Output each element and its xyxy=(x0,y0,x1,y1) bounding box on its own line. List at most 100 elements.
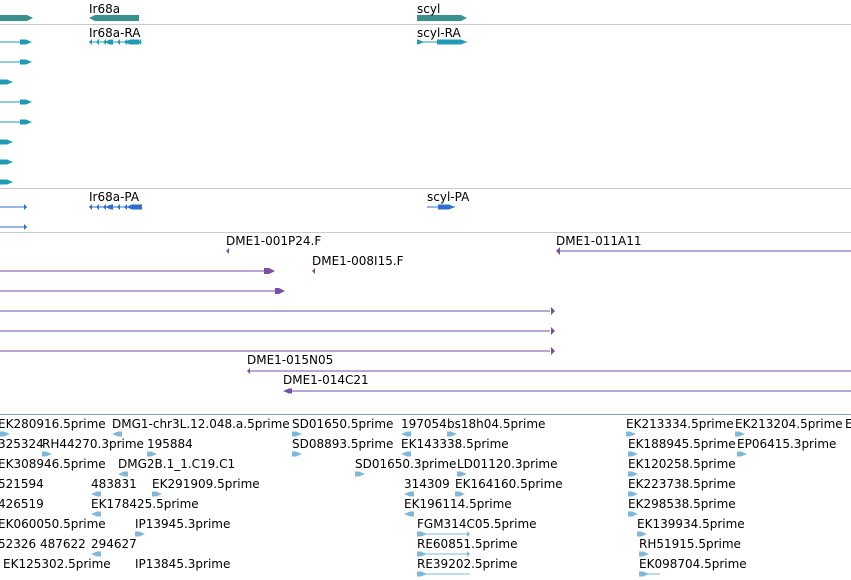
est-glyph[interactable] xyxy=(467,531,470,537)
est-glyph[interactable] xyxy=(639,551,649,557)
protein-glyph-ir68a-pa[interactable] xyxy=(103,204,106,210)
est-glyph[interactable] xyxy=(292,451,302,457)
est-glyph[interactable] xyxy=(0,431,10,437)
clone-label-dme1-011a11[interactable]: DME1-011A11 xyxy=(556,234,642,248)
est-glyph[interactable] xyxy=(737,451,747,457)
transcript-glyph-ir68a-ra[interactable] xyxy=(124,39,139,45)
transcript-glyph[interactable] xyxy=(0,179,13,185)
est-label[interactable]: EK120258.5prime xyxy=(628,457,736,471)
transcript-label-ir68a-ra[interactable]: Ir68a-RA xyxy=(89,26,141,40)
gene-glyph-ir68a[interactable] xyxy=(89,15,139,21)
est-label[interactable]: RH44270.3prime xyxy=(42,437,144,451)
est-label[interactable]: EK125302.5prime xyxy=(3,557,111,571)
est-label[interactable]: RE60851.5prime xyxy=(417,537,518,551)
est-label[interactable]: EK298538.5prime xyxy=(628,497,736,511)
est-glyph[interactable] xyxy=(91,511,101,517)
est-label[interactable]: EK164160.5prime xyxy=(455,477,563,491)
est-glyph[interactable] xyxy=(152,491,162,497)
transcript-glyph-ir68a-ra[interactable] xyxy=(138,39,141,45)
est-glyph[interactable] xyxy=(628,471,638,477)
transcript-glyph[interactable] xyxy=(20,59,32,65)
transcript-glyph[interactable] xyxy=(0,159,13,165)
est-glyph[interactable] xyxy=(355,471,365,477)
est-glyph[interactable] xyxy=(401,431,411,437)
est-glyph[interactable] xyxy=(628,451,638,457)
est-label[interactable]: RE39202.5prime xyxy=(417,557,518,571)
protein-glyph[interactable] xyxy=(24,204,27,210)
clone-label-dme1-015n05[interactable]: DME1-015N05 xyxy=(247,353,334,367)
est-label[interactable]: SD08893.5prime xyxy=(292,437,394,451)
transcript-glyph-scyl-ra[interactable] xyxy=(417,39,424,45)
clone-label-dme1-008i15f[interactable]: DME1-008I15.F xyxy=(312,254,404,268)
est-glyph[interactable] xyxy=(626,431,636,437)
clone-glyph-dme1-008i15f[interactable] xyxy=(312,268,315,274)
est-label[interactable]: 325324 xyxy=(0,437,44,451)
est-glyph[interactable] xyxy=(628,491,638,497)
est-glyph[interactable] xyxy=(147,451,157,457)
est-glyph[interactable] xyxy=(637,531,647,537)
transcript-glyph-scyl-ra[interactable] xyxy=(437,39,467,45)
est-label[interactable]: FGM314C05.5prime xyxy=(417,517,537,531)
clone-glyph[interactable] xyxy=(275,288,285,294)
est-label[interactable]: 426519 xyxy=(0,497,44,511)
est-label[interactable]: 294627 xyxy=(91,537,137,551)
est-label[interactable]: 483831 xyxy=(91,477,137,491)
est-glyph[interactable] xyxy=(401,451,411,457)
transcript-glyph[interactable] xyxy=(20,39,32,45)
est-label[interactable]: 521594 xyxy=(0,477,44,491)
est-glyph[interactable] xyxy=(135,531,145,537)
est-label[interactable]: EK188945.5prime xyxy=(628,437,736,451)
est-label[interactable]: 52326 xyxy=(0,537,37,551)
gene-glyph[interactable] xyxy=(0,15,33,21)
est-label[interactable]: SD01650.5prime xyxy=(292,417,394,431)
protein-glyph-ir68a-pa[interactable] xyxy=(105,204,113,210)
transcript-glyph-ir68a-ra[interactable] xyxy=(117,39,120,45)
est-glyph[interactable] xyxy=(91,491,101,497)
clone-glyph[interactable] xyxy=(264,268,275,274)
est-label[interactable]: EK223738.5prime xyxy=(628,477,736,491)
est-label[interactable]: EK196114.5prime xyxy=(404,497,512,511)
est-glyph[interactable] xyxy=(42,451,52,457)
transcript-glyph[interactable] xyxy=(0,139,13,145)
est-glyph[interactable] xyxy=(118,471,128,477)
clone-glyph-dme1-011a11[interactable] xyxy=(556,247,560,255)
est-glyph[interactable] xyxy=(404,491,414,497)
gene-label-scyl[interactable]: scyl xyxy=(417,2,441,16)
est-label[interactable]: DMG1-chr3L.12.048.a.5prime xyxy=(112,417,290,431)
clone-glyph[interactable] xyxy=(551,327,555,335)
transcript-glyph[interactable] xyxy=(0,79,13,85)
est-label[interactable]: RH51915.5prime xyxy=(639,537,741,551)
clone-glyph[interactable] xyxy=(551,347,555,355)
est-label[interactable]: 197054 xyxy=(401,417,447,431)
est-label[interactable]: EK280916.5prime xyxy=(0,417,106,431)
est-label[interactable]: E xyxy=(845,417,851,431)
est-label[interactable]: EK291909.5prime xyxy=(152,477,260,491)
transcript-glyph-ir68a-ra[interactable] xyxy=(104,39,112,45)
est-label[interactable]: 314309 xyxy=(404,477,450,491)
est-glyph[interactable] xyxy=(628,511,638,517)
protein-label-scyl-pa[interactable]: scyl-PA xyxy=(427,190,470,204)
est-label[interactable]: EK139934.5prime xyxy=(637,517,745,531)
est-glyph[interactable] xyxy=(292,431,302,437)
clone-label-dme1-001p24f[interactable]: DME1-001P24.F xyxy=(226,234,322,248)
gene-glyph-scyl[interactable] xyxy=(417,15,467,21)
protein-glyph-ir68a-pa[interactable] xyxy=(89,204,92,210)
clone-glyph-dme1-001p24f[interactable] xyxy=(226,248,229,254)
est-glyph[interactable] xyxy=(735,431,745,437)
protein-glyph-ir68a-pa[interactable] xyxy=(126,204,142,210)
est-label[interactable]: DMG2B.1_1.C19.C1 xyxy=(118,457,236,471)
est-label[interactable]: IP13845.3prime xyxy=(135,557,231,571)
est-label[interactable]: EP06415.3prime xyxy=(737,437,837,451)
protein-label-ir68a-pa[interactable]: Ir68a-PA xyxy=(89,190,140,204)
protein-glyph-ir68a-pa[interactable] xyxy=(117,204,120,210)
transcript-glyph-ir68a-ra[interactable] xyxy=(96,39,99,45)
est-glyph[interactable] xyxy=(404,511,414,517)
est-label[interactable]: EK178425.5prime xyxy=(91,497,199,511)
est-label[interactable]: EK143338.5prime xyxy=(401,437,509,451)
clone-label-dme1-014c21[interactable]: DME1-014C21 xyxy=(283,373,369,387)
transcript-label-scyl-ra[interactable]: scyl-RA xyxy=(417,26,461,40)
protein-glyph-scyl-pa[interactable] xyxy=(438,204,455,210)
transcript-glyph[interactable] xyxy=(20,99,32,105)
est-label[interactable]: EK060050.5prime xyxy=(0,517,106,531)
protein-glyph-ir68a-pa[interactable] xyxy=(124,204,127,210)
